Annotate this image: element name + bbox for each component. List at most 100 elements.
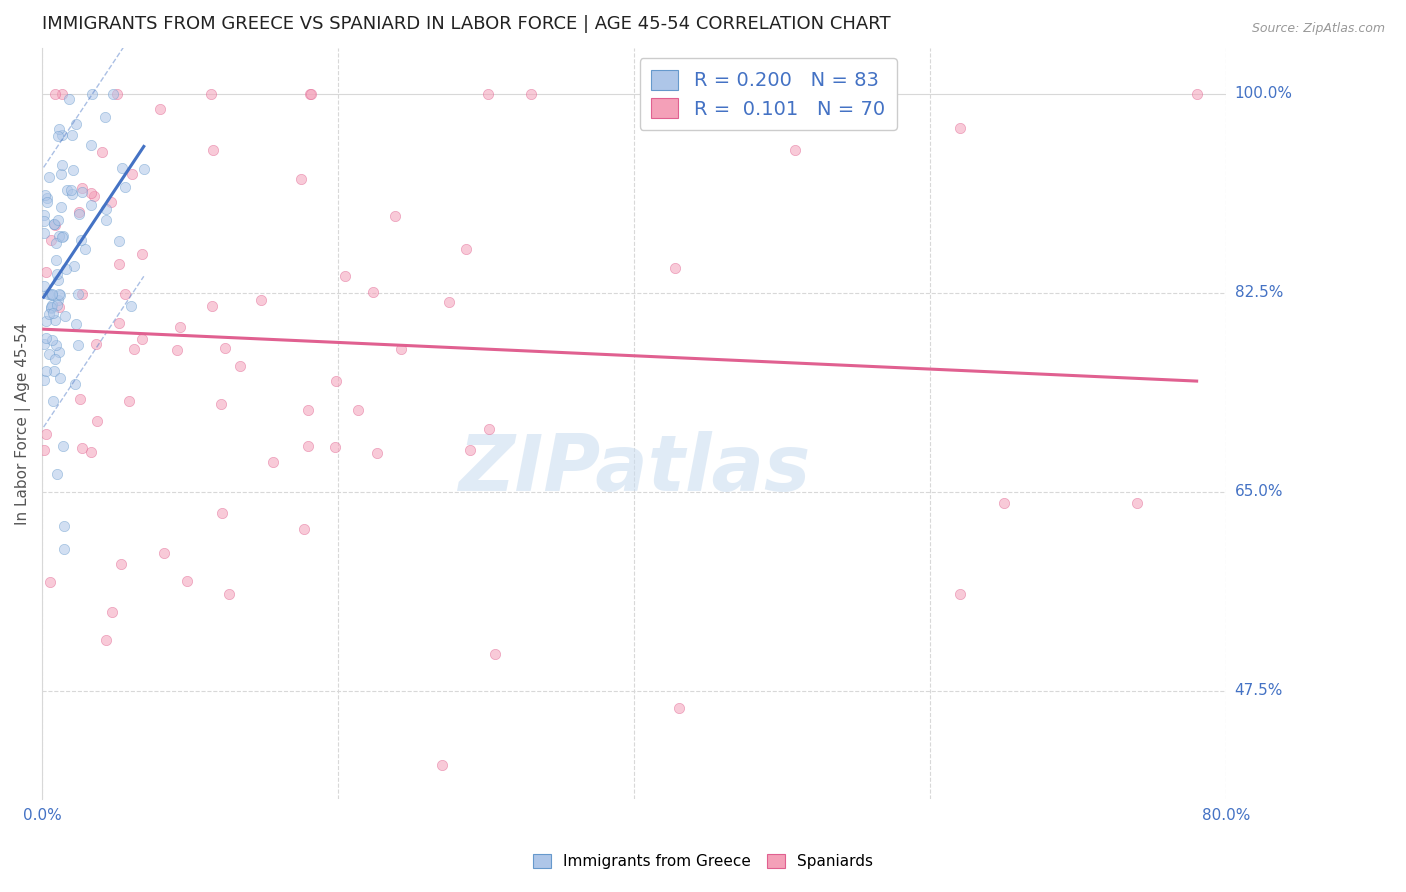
- Point: [51, 128, 73, 142]
- Point: [993, 496, 1015, 510]
- Point: [94, 202, 117, 216]
- Point: [132, 162, 155, 177]
- Point: [49, 200, 72, 214]
- Point: [52, 439, 75, 453]
- Text: 47.5%: 47.5%: [1234, 683, 1282, 698]
- Point: [96, 632, 118, 647]
- Point: [60, 128, 83, 142]
- Point: [80, 445, 103, 459]
- Point: [44, 218, 66, 232]
- Point: [454, 242, 477, 256]
- Point: [41, 297, 63, 311]
- Point: [249, 293, 271, 307]
- Point: [34, 265, 56, 279]
- Point: [166, 343, 188, 357]
- Point: [82, 87, 104, 101]
- Point: [100, 194, 122, 209]
- Text: ZIPatlas: ZIPatlas: [458, 431, 810, 507]
- Point: [46, 129, 69, 144]
- Point: [32, 373, 55, 387]
- Point: [83, 189, 105, 203]
- Point: [389, 342, 412, 356]
- Point: [169, 320, 191, 334]
- Point: [44, 87, 66, 101]
- Point: [51, 87, 73, 101]
- Point: [48, 345, 70, 359]
- Point: [45, 235, 67, 250]
- Point: [111, 161, 134, 176]
- Point: [430, 757, 453, 772]
- Point: [84, 336, 107, 351]
- Point: [80, 138, 103, 153]
- Point: [103, 87, 125, 101]
- Point: [211, 506, 233, 520]
- Point: [149, 102, 172, 116]
- Point: [41, 233, 63, 247]
- Point: [51, 157, 73, 171]
- Point: [39, 287, 62, 301]
- Point: [94, 212, 117, 227]
- Point: [70, 233, 93, 247]
- Point: [211, 397, 233, 411]
- Point: [67, 338, 90, 352]
- Point: [131, 332, 153, 346]
- Point: [218, 587, 240, 601]
- Point: [34, 188, 56, 202]
- Point: [35, 364, 58, 378]
- Point: [335, 269, 357, 284]
- Point: [67, 205, 90, 219]
- Point: [478, 422, 501, 436]
- Point: [37, 191, 59, 205]
- Point: [53, 541, 76, 556]
- Point: [363, 285, 385, 299]
- Point: [105, 87, 128, 101]
- Point: [108, 234, 131, 248]
- Point: [32, 443, 55, 458]
- Point: [80, 186, 103, 200]
- Text: Source: ZipAtlas.com: Source: ZipAtlas.com: [1251, 22, 1385, 36]
- Point: [48, 286, 70, 301]
- Point: [176, 574, 198, 588]
- Point: [949, 121, 972, 136]
- Point: [48, 121, 70, 136]
- Point: [45, 267, 67, 281]
- Point: [42, 306, 65, 320]
- Point: [202, 143, 225, 157]
- Point: [39, 300, 62, 314]
- Point: [86, 414, 108, 428]
- Point: [44, 217, 66, 231]
- Point: [35, 194, 58, 209]
- Point: [114, 286, 136, 301]
- Point: [437, 295, 460, 310]
- Point: [110, 557, 132, 571]
- Point: [41, 333, 63, 347]
- Point: [108, 257, 131, 271]
- Point: [120, 299, 142, 313]
- Point: [347, 402, 370, 417]
- Point: [55, 262, 77, 277]
- Point: [46, 467, 69, 481]
- Point: [94, 110, 117, 124]
- Point: [785, 143, 807, 157]
- Point: [121, 167, 143, 181]
- Point: [325, 374, 347, 388]
- Point: [117, 394, 139, 409]
- Point: [67, 207, 90, 221]
- Point: [200, 87, 222, 101]
- Point: [49, 167, 72, 181]
- Point: [41, 393, 63, 408]
- Point: [45, 253, 67, 268]
- Point: [58, 92, 80, 106]
- Text: 65.0%: 65.0%: [1234, 484, 1284, 500]
- Point: [63, 260, 86, 274]
- Point: [72, 181, 94, 195]
- Point: [41, 288, 63, 302]
- Point: [35, 427, 58, 442]
- Text: 100.0%: 100.0%: [1234, 87, 1292, 102]
- Point: [38, 575, 60, 590]
- Legend: R = 0.200   N = 83, R =  0.101   N = 70: R = 0.200 N = 83, R = 0.101 N = 70: [640, 58, 897, 130]
- Point: [45, 298, 67, 312]
- Point: [229, 359, 252, 374]
- Point: [48, 300, 70, 314]
- Point: [35, 330, 58, 344]
